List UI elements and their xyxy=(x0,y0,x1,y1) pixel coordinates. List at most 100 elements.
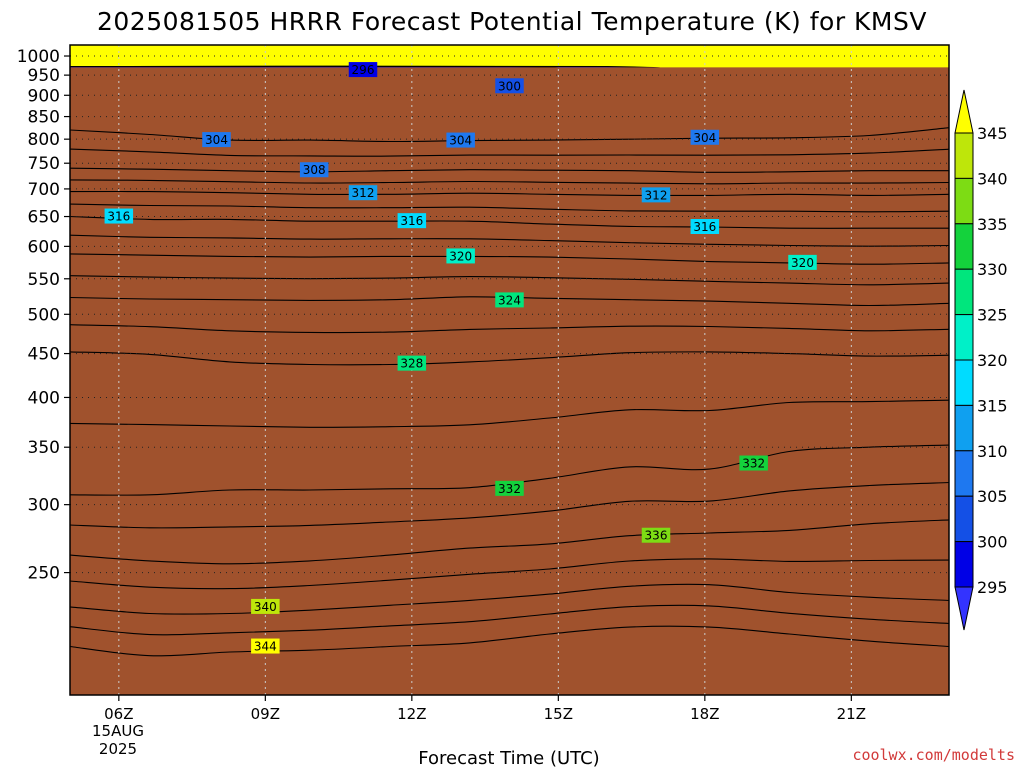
isentrope-label-340: 340 xyxy=(254,600,277,614)
isentrope-label-bg xyxy=(641,187,671,203)
colorbar-cell-325 xyxy=(954,268,974,316)
isentrope-344 xyxy=(70,625,949,657)
isentrope-labels: 344 340 336 332 332 328 324 320 320 316 316 316 312 3… xyxy=(104,62,817,654)
isentrope-label-bg xyxy=(202,132,231,148)
isentrope-label-320: 320 xyxy=(449,249,472,263)
isentrope-label-bg xyxy=(348,185,378,201)
y-tick-600: 600 xyxy=(28,237,60,257)
isentrope-312 xyxy=(70,190,949,197)
isentrope-308 xyxy=(70,167,949,173)
isentrope-label-316: 316 xyxy=(693,220,716,234)
isentrope-label-bg xyxy=(495,78,524,94)
y-tick-450: 450 xyxy=(28,345,60,365)
isentrope-label-bg xyxy=(251,638,280,654)
isentrope-label-316: 316 xyxy=(107,210,130,224)
isentrope-316 xyxy=(70,215,949,229)
y-tick-550: 550 xyxy=(28,270,60,290)
x-tick-12Z: 12Z xyxy=(397,705,426,723)
isentrope-label-324: 324 xyxy=(498,293,521,307)
isentrope-label-bg xyxy=(446,132,475,148)
x-tick-09Z: 09Z xyxy=(251,705,280,723)
colorbar-label-340: 340 xyxy=(977,169,1008,188)
isentrope-intermediate-1 xyxy=(70,558,949,590)
isentrope-label-bg xyxy=(348,62,378,78)
isentrope-label-bg xyxy=(788,254,817,270)
colorbar-cell-315 xyxy=(954,359,974,406)
y-tick-350: 350 xyxy=(28,438,60,458)
x-tick-18Z: 18Z xyxy=(690,705,719,723)
colorbar-cell-300 xyxy=(954,495,974,543)
isentrope-label-bg xyxy=(299,162,329,178)
isentrope-intermediate-3 xyxy=(70,399,949,428)
colorbar-label-305: 305 xyxy=(977,487,1008,506)
colorbar-arrow-top xyxy=(954,89,974,134)
x-axis-title: Forecast Time (UTC) xyxy=(418,748,599,768)
colorbar-cell-340 xyxy=(954,132,974,179)
isentrope-340 xyxy=(70,583,949,615)
isentrope-label-304: 304 xyxy=(693,131,716,145)
isentrope-label-304: 304 xyxy=(205,133,228,147)
isentrope-label-304: 304 xyxy=(449,134,472,148)
y-tick-400: 400 xyxy=(28,388,60,408)
colorbar-cell-320 xyxy=(954,314,974,361)
isentrope-intermediate-5 xyxy=(70,275,949,286)
ground-below-surface xyxy=(70,67,949,696)
isentrope-label-bg xyxy=(641,527,671,543)
isentrope-label-332: 332 xyxy=(742,457,765,471)
plot-frame xyxy=(69,44,950,696)
y-tick-250: 250 xyxy=(28,564,60,584)
y-tick-900: 900 xyxy=(28,86,60,106)
isentrope-label-344: 344 xyxy=(254,640,277,654)
isentrope-lines xyxy=(70,127,949,657)
isentrope-336 xyxy=(70,519,949,565)
isentrope-label-300: 300 xyxy=(498,79,521,93)
x-date-year: 2025 xyxy=(99,740,137,758)
isentrope-label-bg xyxy=(495,480,524,496)
colorbar-cell-330 xyxy=(954,223,974,270)
isentrope-intermediate-2 xyxy=(70,481,949,529)
colorbar-label-320: 320 xyxy=(977,351,1008,370)
isentrope-label-bg xyxy=(690,129,720,145)
colorbar-cell-295 xyxy=(954,541,974,588)
isentrope-label-bg xyxy=(446,248,475,264)
isentrope-label-bg xyxy=(739,455,768,471)
y-tick-750: 750 xyxy=(28,154,60,174)
isentrope-label-bg xyxy=(495,292,524,308)
isentrope-label-296: 296 xyxy=(352,63,375,77)
colorbar: 345 340 335 330 325 320 315 310 305 300 295 xyxy=(954,89,1008,631)
credit-link[interactable]: coolwx.com/modelts xyxy=(852,746,1015,764)
isentrope-label-336: 336 xyxy=(645,529,668,543)
y-tick-700: 700 xyxy=(28,180,60,200)
isentrope-label-316: 316 xyxy=(400,214,423,228)
chart-title: 2025081505 HRRR Forecast Potential Tempe… xyxy=(97,7,927,36)
isentrope-intermediate-8 xyxy=(70,179,949,185)
isentrope-label-332: 332 xyxy=(498,482,521,496)
isentrope-label-312: 312 xyxy=(352,186,375,200)
grid-lines xyxy=(70,45,949,695)
y-axis: 2503003504004505005506006507007508008509… xyxy=(17,47,70,584)
x-axis: 06Z 09Z 12Z 15Z 18Z 21Z xyxy=(104,695,866,723)
colorbar-cell-335 xyxy=(954,177,974,225)
isentrope-label-312: 312 xyxy=(645,188,668,202)
isentrope-intermediate-4 xyxy=(70,324,949,334)
isentrope-label-328: 328 xyxy=(400,357,423,371)
y-tick-300: 300 xyxy=(28,496,60,516)
isentrope-label-308: 308 xyxy=(303,163,326,177)
isentrope-label-bg xyxy=(104,208,134,224)
y-tick-650: 650 xyxy=(28,208,60,228)
colorbar-label-300: 300 xyxy=(977,533,1008,552)
isentrope-label-bg xyxy=(397,355,427,371)
y-tick-800: 800 xyxy=(28,130,60,150)
plot-area: 344 340 336 332 332 328 324 320 320 316 316 316 312 3… xyxy=(69,44,950,696)
colorbar-label-310: 310 xyxy=(977,442,1008,461)
colorbar-label-315: 315 xyxy=(977,396,1008,415)
colorbar-cell-305 xyxy=(954,450,974,497)
x-tick-21Z: 21Z xyxy=(837,705,866,723)
isentrope-intermediate-9 xyxy=(70,148,949,157)
y-tick-500: 500 xyxy=(28,305,60,325)
colorbar-label-330: 330 xyxy=(977,260,1008,279)
colorbar-label-325: 325 xyxy=(977,306,1008,325)
colorbar-arrow-bottom xyxy=(954,586,974,631)
x-date-day: 15AUG xyxy=(92,722,144,740)
